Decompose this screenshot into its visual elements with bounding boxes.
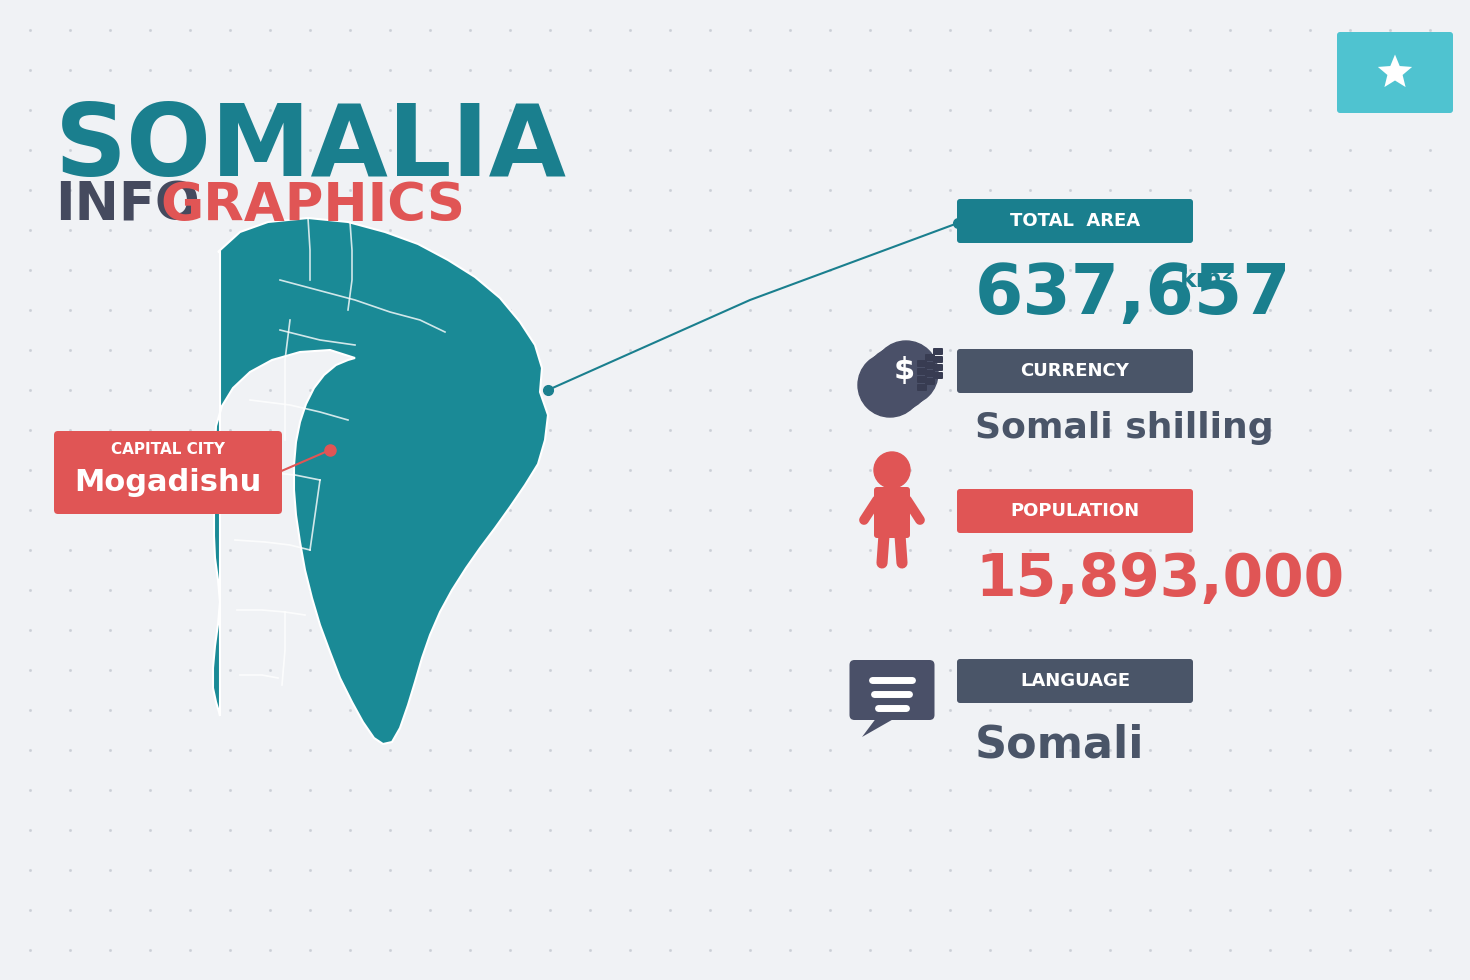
FancyBboxPatch shape bbox=[925, 370, 935, 377]
FancyBboxPatch shape bbox=[875, 487, 910, 538]
FancyBboxPatch shape bbox=[957, 349, 1194, 393]
FancyBboxPatch shape bbox=[933, 372, 942, 379]
Text: SOMALIA: SOMALIA bbox=[54, 100, 567, 197]
Text: Mogadishu: Mogadishu bbox=[75, 468, 262, 498]
Circle shape bbox=[875, 452, 910, 488]
FancyBboxPatch shape bbox=[925, 378, 935, 385]
Text: GRAPHICS: GRAPHICS bbox=[160, 180, 465, 232]
FancyBboxPatch shape bbox=[925, 362, 935, 369]
FancyBboxPatch shape bbox=[850, 660, 935, 720]
Circle shape bbox=[875, 341, 938, 405]
FancyBboxPatch shape bbox=[917, 368, 928, 375]
FancyBboxPatch shape bbox=[917, 384, 928, 391]
Polygon shape bbox=[861, 717, 897, 737]
Text: INFO: INFO bbox=[54, 180, 200, 232]
FancyBboxPatch shape bbox=[933, 364, 942, 371]
Text: Somali shilling: Somali shilling bbox=[975, 411, 1273, 445]
FancyBboxPatch shape bbox=[933, 348, 942, 355]
Text: 15,893,000: 15,893,000 bbox=[975, 552, 1344, 609]
Circle shape bbox=[866, 347, 931, 411]
Text: 637,657: 637,657 bbox=[975, 262, 1292, 328]
Text: Somali: Somali bbox=[975, 723, 1145, 766]
FancyBboxPatch shape bbox=[957, 659, 1194, 703]
FancyBboxPatch shape bbox=[1338, 32, 1452, 113]
FancyBboxPatch shape bbox=[925, 354, 935, 361]
Polygon shape bbox=[213, 218, 548, 744]
Circle shape bbox=[858, 353, 922, 417]
Text: km²: km² bbox=[1180, 268, 1233, 292]
FancyBboxPatch shape bbox=[54, 431, 282, 514]
Text: TOTAL  AREA: TOTAL AREA bbox=[1010, 212, 1141, 230]
Text: CAPITAL CITY: CAPITAL CITY bbox=[112, 443, 225, 458]
Text: $: $ bbox=[894, 357, 914, 385]
FancyBboxPatch shape bbox=[957, 489, 1194, 533]
FancyBboxPatch shape bbox=[957, 199, 1194, 243]
FancyBboxPatch shape bbox=[917, 376, 928, 383]
FancyBboxPatch shape bbox=[917, 360, 928, 367]
Text: LANGUAGE: LANGUAGE bbox=[1020, 672, 1130, 690]
Text: POPULATION: POPULATION bbox=[1010, 502, 1139, 520]
FancyBboxPatch shape bbox=[933, 356, 942, 363]
Text: CURRENCY: CURRENCY bbox=[1020, 362, 1129, 380]
Polygon shape bbox=[1377, 55, 1413, 87]
